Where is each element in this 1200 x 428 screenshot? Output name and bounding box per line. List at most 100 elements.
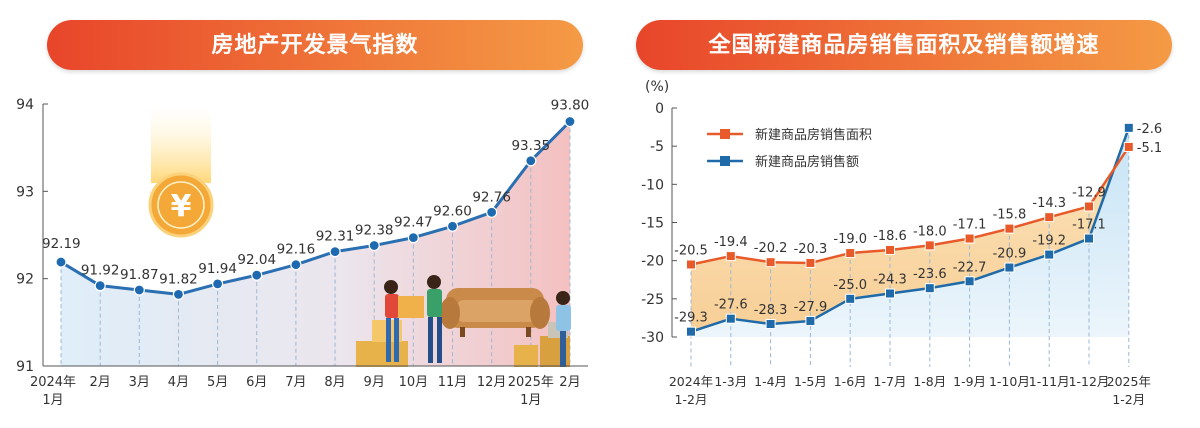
sales-amount-marker <box>924 283 935 294</box>
sales-area-data-label: -17.1 <box>953 218 987 233</box>
sales-area-marker <box>1044 212 1055 223</box>
sales-amount-marker <box>1044 249 1055 260</box>
person-head-icon <box>427 275 441 289</box>
left-data-point <box>564 115 576 128</box>
left-x-tick-label: 2月 <box>90 375 111 390</box>
right-y-tick-label: -5 <box>650 139 664 155</box>
sales-area-marker <box>1084 201 1094 212</box>
sales-area-data-label: -19.4 <box>714 235 748 250</box>
yuan-coin-ring <box>157 181 205 229</box>
sales-amount-data-label: -25.0 <box>833 278 867 293</box>
left-chart-title: 房地产开发景气指数 <box>211 32 419 58</box>
sales-amount-marker <box>805 315 816 326</box>
left-data-point <box>368 239 380 252</box>
right-x-tick-label: 1-2月 <box>1112 392 1145 407</box>
right-x-tick-label: 1-8月 <box>913 374 946 389</box>
right-y-tick-label: -10 <box>641 177 664 193</box>
left-data-point <box>329 245 341 258</box>
sales-amount-marker <box>845 293 856 304</box>
movers-sofa-illustration <box>356 275 571 367</box>
sales-area-marker <box>964 233 975 244</box>
right-title-banner: 全国新建商品房销售面积及销售额增速 <box>636 20 1172 70</box>
left-data-point <box>525 155 537 167</box>
right-x-tick-label: 1-10月 <box>989 374 1030 389</box>
sofa-leg <box>526 327 531 337</box>
right-x-tick-label: 1-6月 <box>834 374 867 389</box>
sales-amount-data-label: -28.3 <box>754 303 788 318</box>
sales-area-data-label: -15.8 <box>993 208 1027 223</box>
left-x-tick-label: 1月 <box>520 393 541 408</box>
right-x-tick-label: 1-4月 <box>754 374 787 389</box>
sales-area-data-label: -20.5 <box>674 243 708 258</box>
legend-label: 新建商品房销售额 <box>755 154 859 170</box>
left-data-label: 92.16 <box>277 242 316 258</box>
sofa-cushion <box>456 300 538 322</box>
left-data-point <box>251 269 263 281</box>
sales-area-marker <box>885 244 895 255</box>
sales-amount-marker <box>1084 233 1094 244</box>
sales-area-data-label: -20.3 <box>794 242 828 257</box>
sales-amount-data-label: -29.3 <box>674 311 708 326</box>
person-leg <box>386 318 391 362</box>
left-x-tick-label: 1月 <box>42 393 63 408</box>
person-leg <box>437 317 442 363</box>
right-chart-svg: 0 -5 -10 -15 -20 -25 -30 (%) -20.5 -19.4 -20.2 -20.… <box>641 79 1162 407</box>
right-x-tick-label: 1-2月 <box>675 392 708 407</box>
sales-amount-marker <box>765 319 776 330</box>
right-y-tick-label: -20 <box>641 254 664 270</box>
left-data-point <box>446 220 459 232</box>
left-data-point <box>290 259 302 271</box>
left-data-label: 92.76 <box>472 189 511 205</box>
left-series-line <box>60 120 572 296</box>
person-head-icon <box>384 280 398 294</box>
right-y-tick-label: -15 <box>641 216 664 232</box>
sales-area-data-label: -19.0 <box>833 232 867 247</box>
right-chart-panel: 全国新建商品房销售面积及销售额增速 0 -5 -10 -15 -20 -25 -30 (%) -… <box>600 0 1200 428</box>
right-x-tick-label: 1-9月 <box>953 374 986 389</box>
coin-glow <box>151 105 211 183</box>
legend-marker <box>720 129 730 139</box>
right-x-tick-label: 2024年 <box>669 374 713 389</box>
left-data-label: 93.80 <box>551 97 590 113</box>
person-body <box>556 305 571 331</box>
sales-area-marker <box>1004 223 1015 234</box>
left-data-label: 91.82 <box>159 271 198 287</box>
left-data-point <box>212 278 224 290</box>
sales-area-marker <box>805 257 816 268</box>
sales-amount-data-label: -27.9 <box>794 300 828 315</box>
left-y-tick-label: 92 <box>16 272 34 288</box>
sales-area-data-label: -5.1 <box>1137 141 1162 156</box>
left-data-point <box>172 288 185 300</box>
sales-area-data-label: -18.6 <box>873 229 907 244</box>
sales-area-marker <box>1123 141 1134 152</box>
sales-amount-data-label: -23.6 <box>913 267 947 282</box>
person-body <box>385 294 399 318</box>
right-x-tick-label: 1-7月 <box>874 374 907 389</box>
left-x-tick-label: 11月 <box>438 375 468 390</box>
person-leg <box>428 317 433 363</box>
sales-area-data-label: -12.9 <box>1072 185 1106 200</box>
person-leg <box>394 318 399 362</box>
right-x-tick-label: 1-3月 <box>714 374 747 389</box>
left-data-point <box>94 280 106 292</box>
left-x-tick-label: 8月 <box>324 375 345 390</box>
right-y-tick-label: -30 <box>641 330 664 346</box>
left-data-label: 91.94 <box>198 261 237 277</box>
right-y-tick-label: 0 <box>655 101 664 117</box>
person-leg <box>560 331 566 367</box>
right-y-tick-label: -25 <box>641 292 664 308</box>
sales-amount-marker <box>686 326 696 337</box>
sales-amount-data-label: -17.1 <box>1072 218 1106 233</box>
right-x-tick-label: 1-5月 <box>794 374 827 389</box>
left-x-tick-label: 2025年 <box>508 375 554 390</box>
left-data-label: 92.47 <box>394 215 433 231</box>
right-lower-fill <box>691 127 1129 337</box>
sales-area-data-label: -20.2 <box>754 241 788 256</box>
left-title-banner: 房地产开发景气指数 <box>47 20 583 70</box>
sales-amount-data-label: -22.7 <box>953 260 987 275</box>
right-chart-title: 全国新建商品房销售面积及销售额增速 <box>708 32 1100 58</box>
sales-amount-data-label: -24.3 <box>873 272 907 287</box>
sales-area-marker <box>686 259 696 270</box>
left-x-tick-label: 9月 <box>364 375 385 390</box>
